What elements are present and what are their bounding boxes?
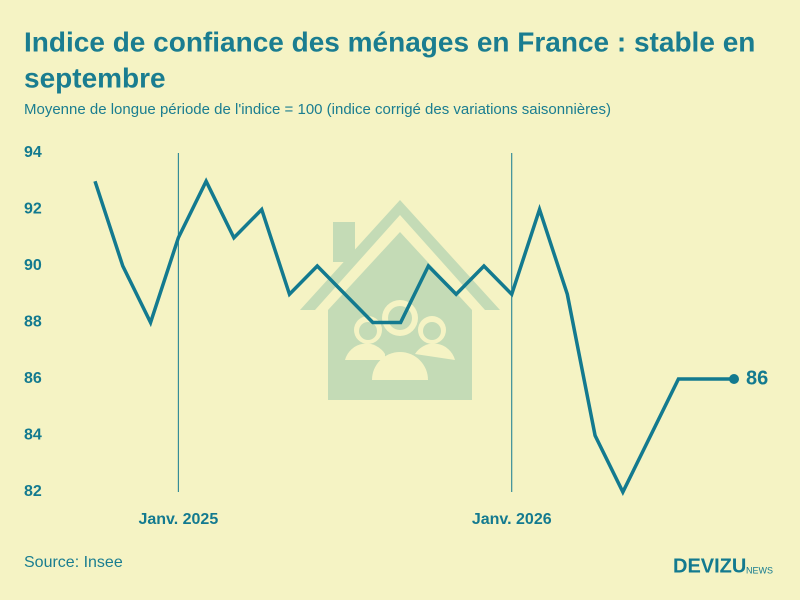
chart-subtitle: Moyenne de longue période de l'indice = … [24, 101, 611, 118]
y-tick-label: 92 [24, 201, 42, 218]
y-tick-label: 82 [24, 483, 42, 500]
y-tick-label: 88 [24, 314, 42, 331]
x-tick-label: Janv. 2025 [138, 511, 218, 528]
source: Source: Insee [24, 554, 123, 571]
y-tick-label: 90 [24, 257, 42, 274]
y-tick-label: 84 [24, 427, 42, 444]
data-line [93, 177, 734, 496]
brand: DEVIZU [673, 555, 746, 577]
chart-title: septembre [24, 62, 166, 93]
chart-title: Indice de confiance des ménages en Franc… [24, 26, 755, 57]
end-label: 86 [746, 367, 768, 389]
y-tick-label: 86 [24, 370, 42, 387]
x-tick-label: Janv. 2026 [472, 511, 552, 528]
y-tick-label: 94 [24, 144, 42, 161]
end-point [729, 374, 739, 384]
people-icon [345, 300, 455, 380]
brand-suffix: NEWS [746, 565, 773, 575]
